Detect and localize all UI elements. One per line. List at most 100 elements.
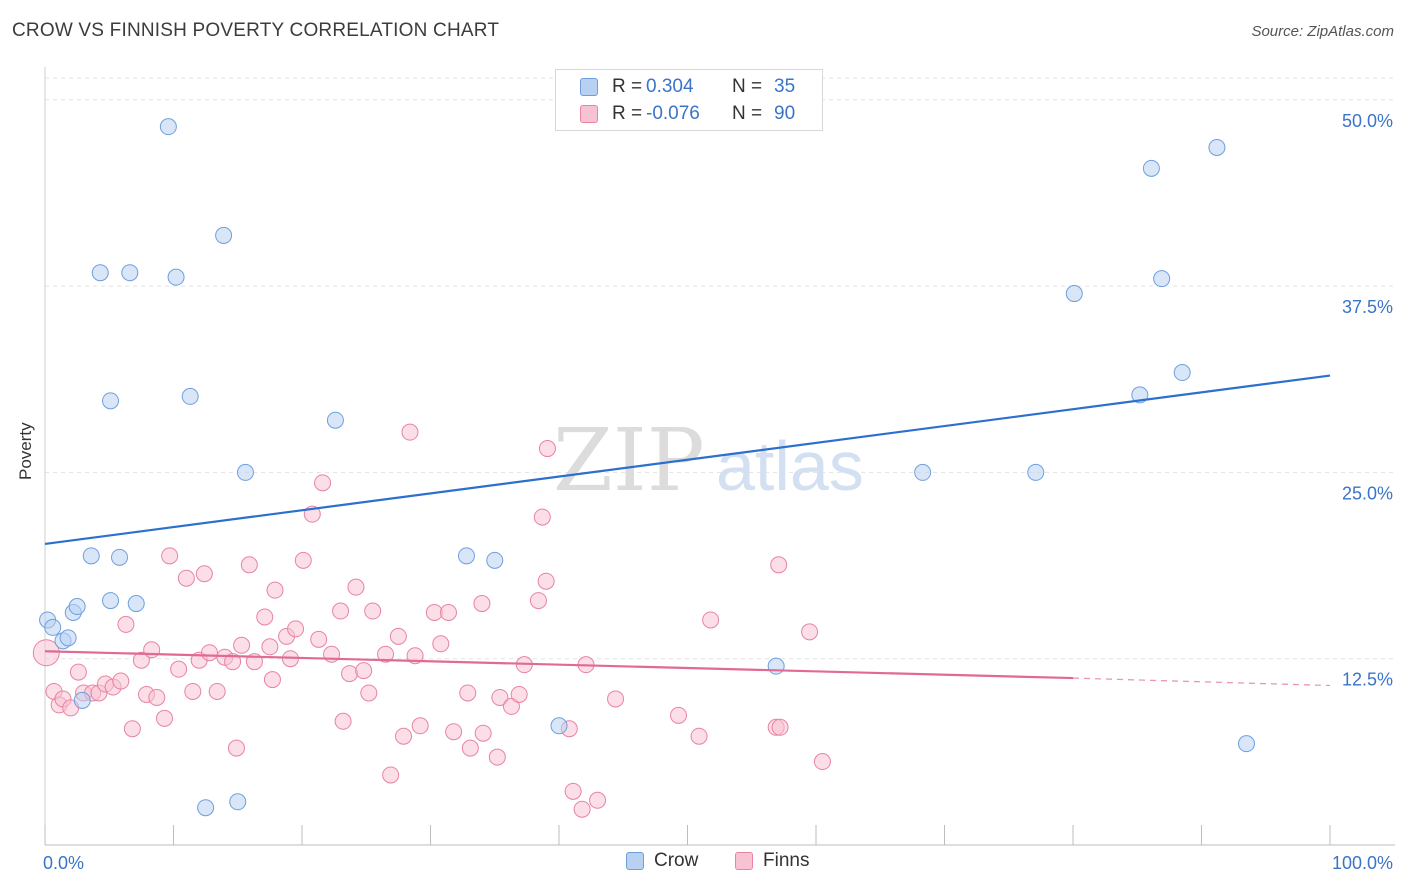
finns-point xyxy=(355,662,373,680)
finns-point xyxy=(473,595,491,613)
legend-n-value: 35 xyxy=(774,76,796,97)
legend-n-label: N = xyxy=(732,103,763,124)
crow-point xyxy=(59,629,77,647)
finns-point xyxy=(364,602,382,620)
legend-r-label: R = xyxy=(612,76,643,97)
crow-point xyxy=(486,551,504,569)
finns-point xyxy=(488,748,506,766)
crow-point xyxy=(73,691,91,709)
finns-point xyxy=(801,623,819,641)
correlation-legend: R = 0.304 N = 35 R = -0.076 N = 90 xyxy=(555,69,823,131)
finns-point xyxy=(143,641,161,659)
watermark: ZIP atlas xyxy=(553,411,864,511)
finns-point xyxy=(261,638,279,656)
finns-point xyxy=(334,712,352,730)
crow-point xyxy=(91,264,109,282)
finns-point xyxy=(771,718,789,736)
finns-point xyxy=(439,604,457,621)
finns-point xyxy=(161,547,179,565)
legend-n-label: N = xyxy=(732,76,763,97)
finns-point xyxy=(347,578,365,596)
finns-point xyxy=(177,569,195,587)
finns-point xyxy=(690,727,708,745)
legend-r-label: R = xyxy=(612,103,643,124)
finns-point xyxy=(382,766,400,784)
crow-point xyxy=(102,392,120,410)
legend-row-finns: R = -0.076 N = 90 xyxy=(580,102,795,126)
crow-point xyxy=(457,547,475,565)
finns-swatch xyxy=(580,105,598,123)
finns-point xyxy=(310,630,328,648)
finns-point xyxy=(589,791,607,809)
crow-point xyxy=(1027,463,1045,481)
finns-point xyxy=(377,645,395,663)
finns-point xyxy=(195,565,213,583)
finns-point xyxy=(287,620,305,638)
crow-point xyxy=(82,547,100,565)
tick-labels: 12.5% 25.0% 37.5% 50.0% 0.0% 100.0% xyxy=(43,111,1393,873)
finns-point xyxy=(224,653,242,671)
crow-point xyxy=(1142,159,1160,177)
finns-point xyxy=(123,720,141,738)
crow-point xyxy=(197,799,215,817)
crow-point xyxy=(326,411,344,429)
trend-layer xyxy=(44,374,1331,687)
crow-point xyxy=(121,264,139,282)
finns-point xyxy=(510,685,528,703)
finns-point xyxy=(208,682,226,700)
finns-point xyxy=(401,423,419,441)
finns-point xyxy=(491,688,509,706)
finns-point xyxy=(200,644,218,662)
finns-point xyxy=(266,581,284,599)
x-tick-label-min: 0.0% xyxy=(43,853,84,873)
crow-point xyxy=(229,793,247,811)
crow-swatch xyxy=(580,78,598,96)
finns-point xyxy=(184,682,202,700)
crow-point xyxy=(550,717,568,735)
legend-n-value: 90 xyxy=(774,103,796,124)
crow-point xyxy=(914,463,932,481)
y-tick-label: 12.5% xyxy=(1342,670,1393,690)
axis-layer xyxy=(44,67,1395,846)
finns-point xyxy=(256,608,274,626)
legend-r-value: 0.304 xyxy=(646,76,694,97)
finns-point xyxy=(459,684,477,702)
finns-point xyxy=(233,636,251,654)
finns-point xyxy=(537,572,555,590)
finns-swatch xyxy=(735,852,753,870)
finns-point xyxy=(564,782,582,800)
finns-point xyxy=(32,639,60,667)
legend-r-value: -0.076 xyxy=(646,103,700,124)
finns-point xyxy=(411,717,429,735)
chart-title: CROW VS FINNISH POVERTY CORRELATION CHAR… xyxy=(12,20,500,41)
crow-point xyxy=(111,548,129,566)
legend-row-crow: R = 0.304 N = 35 xyxy=(580,75,795,99)
bottom-legend-finns: Finns xyxy=(735,850,809,872)
finns-point xyxy=(360,684,378,702)
finns-point xyxy=(294,551,312,569)
finns-point xyxy=(156,709,174,727)
y-tick-label: 50.0% xyxy=(1342,111,1393,131)
finns-point xyxy=(332,602,350,620)
bottom-legend-finns-label: Finns xyxy=(763,850,810,871)
finns-point xyxy=(533,508,551,526)
finns-point xyxy=(461,739,479,757)
crow-point xyxy=(159,118,177,136)
finns-point xyxy=(445,723,463,741)
finns-point xyxy=(240,556,258,574)
finns-point xyxy=(529,592,547,610)
finns-point xyxy=(702,611,720,629)
y-tick-label: 37.5% xyxy=(1342,297,1393,317)
finns-point xyxy=(538,440,556,458)
crow-point xyxy=(102,592,120,610)
finns-point xyxy=(395,727,413,745)
crow-swatch xyxy=(626,852,644,870)
crow-point xyxy=(1208,139,1226,156)
finns-trend-line xyxy=(44,650,1074,680)
finns-point xyxy=(573,800,591,818)
finns-point xyxy=(432,635,450,653)
finns-point xyxy=(263,671,281,689)
finns-point xyxy=(227,739,245,757)
crow-trend-line xyxy=(44,374,1331,546)
source-label: Source: ZipAtlas.com xyxy=(1251,23,1394,40)
